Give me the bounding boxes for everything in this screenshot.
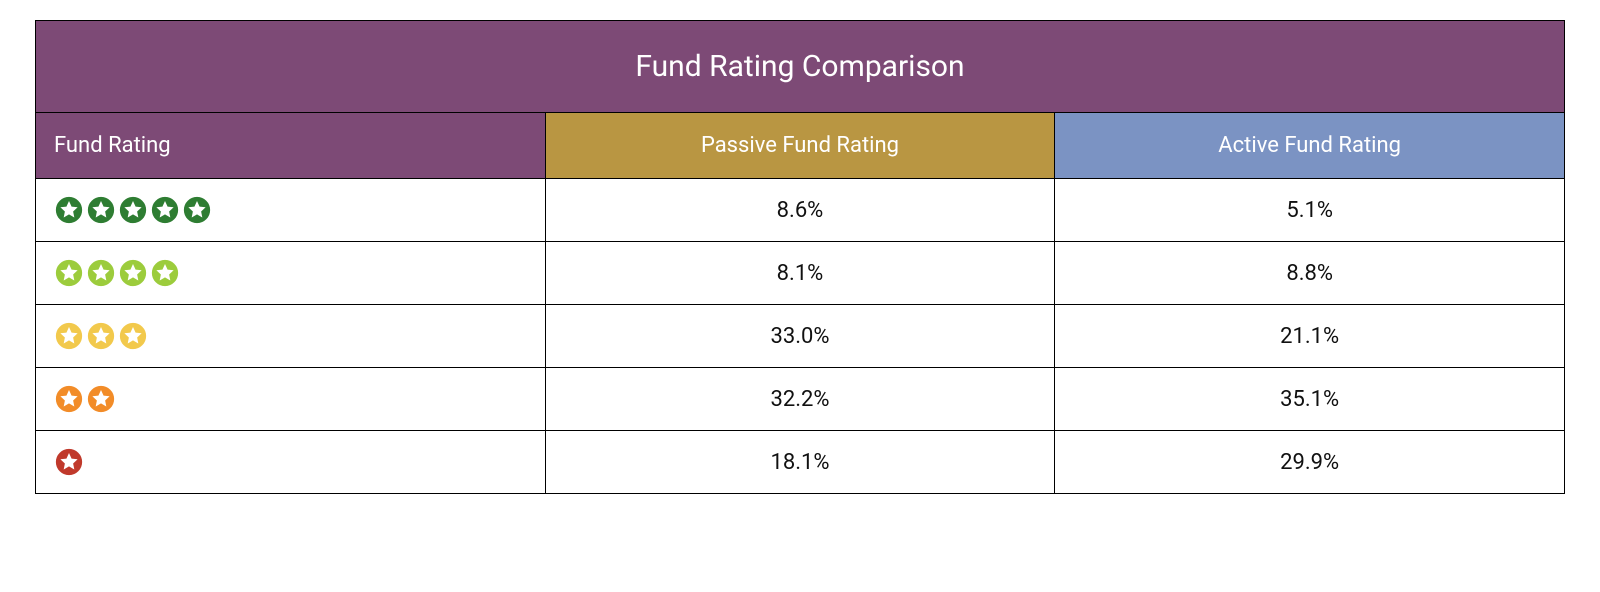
passive-value: 32.2% xyxy=(545,368,1055,431)
passive-value: 18.1% xyxy=(545,431,1055,494)
comparison-table: Fund Rating Comparison Fund Rating Passi… xyxy=(35,20,1565,494)
table-title: Fund Rating Comparison xyxy=(36,21,1565,113)
passive-value: 33.0% xyxy=(545,305,1055,368)
active-value: 5.1% xyxy=(1055,179,1565,242)
column-header-passive: Passive Fund Rating xyxy=(545,113,1055,179)
table-row: 18.1%29.9% xyxy=(36,431,1565,494)
table-row: 33.0%21.1% xyxy=(36,305,1565,368)
rating-stars xyxy=(36,242,546,305)
rating-stars xyxy=(36,179,546,242)
table-row: 32.2%35.1% xyxy=(36,368,1565,431)
table-header-row: Fund Rating Passive Fund Rating Active F… xyxy=(36,113,1565,179)
active-value: 35.1% xyxy=(1055,368,1565,431)
fund-rating-table: Fund Rating Comparison Fund Rating Passi… xyxy=(35,20,1565,494)
active-value: 29.9% xyxy=(1055,431,1565,494)
table-row: 8.6%5.1% xyxy=(36,179,1565,242)
passive-value: 8.1% xyxy=(545,242,1055,305)
rating-stars xyxy=(36,368,546,431)
active-value: 8.8% xyxy=(1055,242,1565,305)
table-row: 8.1%8.8% xyxy=(36,242,1565,305)
column-header-rating: Fund Rating xyxy=(36,113,546,179)
table-title-row: Fund Rating Comparison xyxy=(36,21,1565,113)
rating-stars xyxy=(36,431,546,494)
passive-value: 8.6% xyxy=(545,179,1055,242)
table-body: 8.6%5.1% 8.1%8.8% 33.0%21.1% 32.2%35.1% … xyxy=(36,179,1565,494)
active-value: 21.1% xyxy=(1055,305,1565,368)
rating-stars xyxy=(36,305,546,368)
column-header-active: Active Fund Rating xyxy=(1055,113,1565,179)
